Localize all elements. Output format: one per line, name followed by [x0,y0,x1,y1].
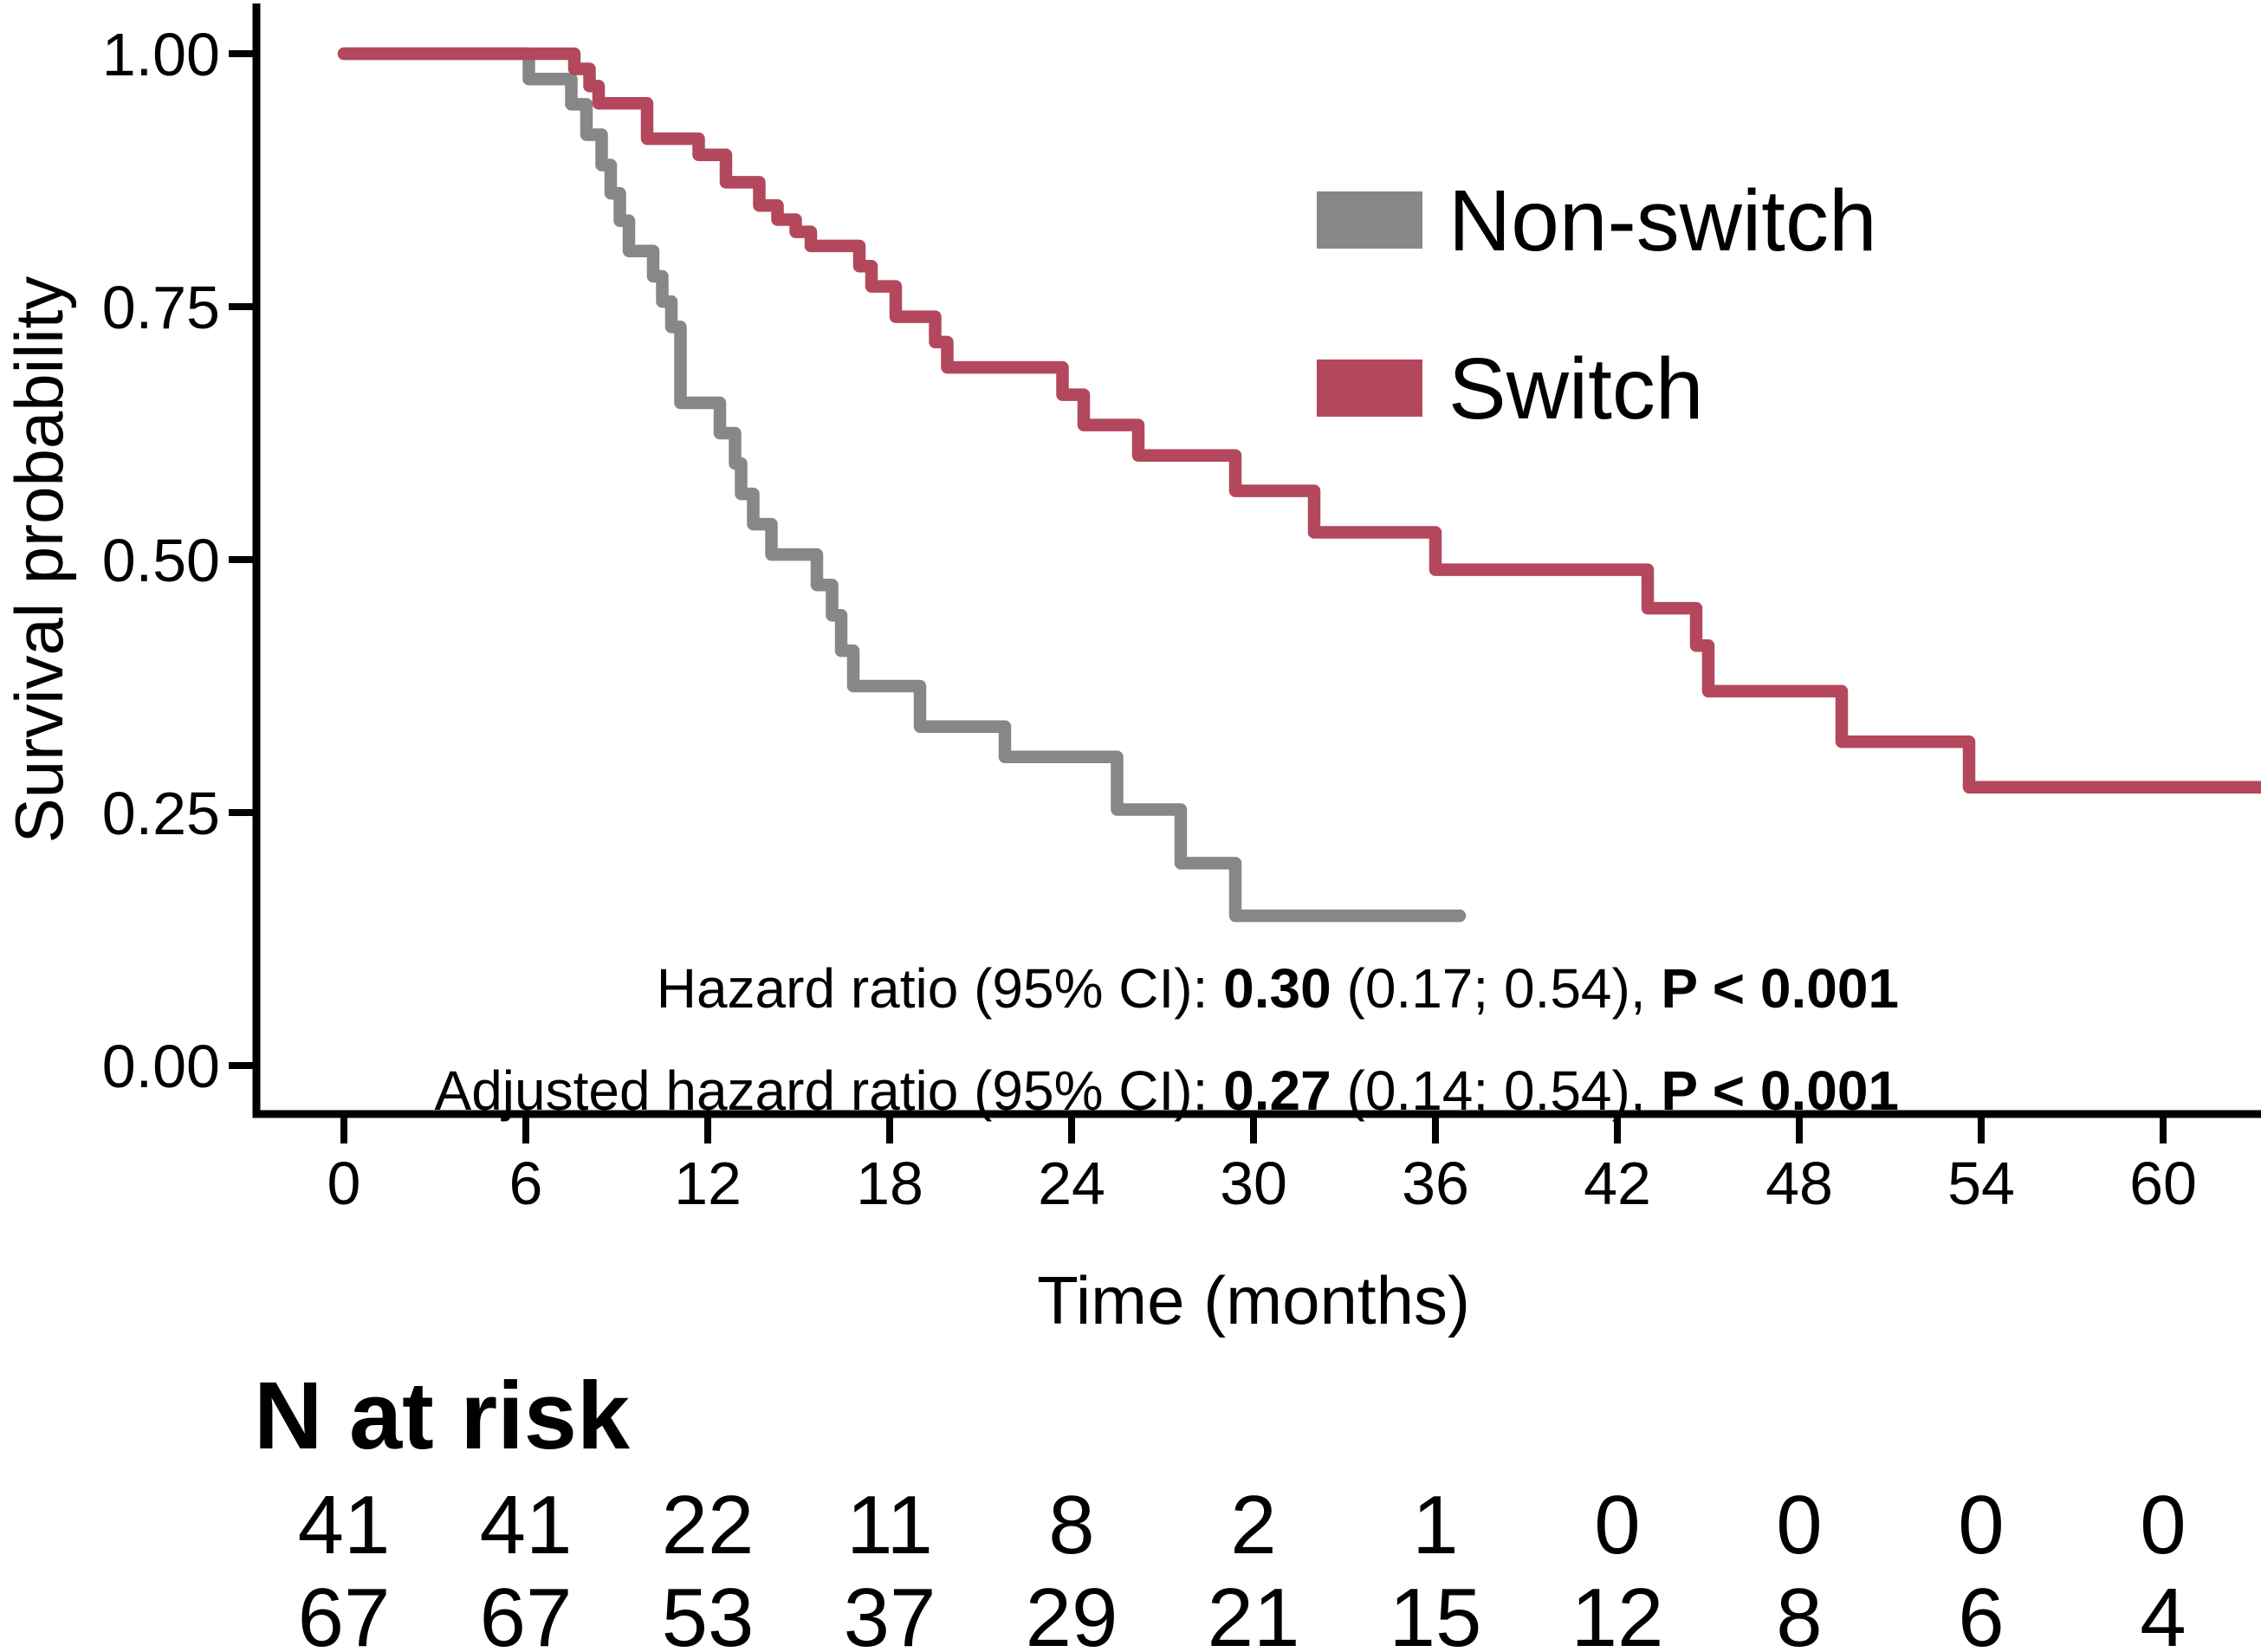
km-curve-switch [337,47,2261,794]
annotation-segment: (0.17; 0.54), [1331,957,1662,1020]
annotation-bold-segment: P < 0.001 [1661,957,1899,1020]
risk-count: 11 [846,1479,933,1571]
risk-count: 2 [1230,1479,1276,1571]
legend-swatch-switch [1317,360,1422,417]
risk-table-rows: 41 41 22 11 8 2 1 0 0 0 067 67 53 37 29 21 15 12 8 6 4 [298,1479,2186,1652]
annotation-bold-segment: 0.30 [1223,957,1331,1020]
x-tick-label: 42 [1584,1150,1651,1217]
x-tick-label: 36 [1402,1150,1469,1217]
risk-count: 29 [1026,1571,1118,1652]
risk-count: 67 [298,1571,391,1652]
y-axis-title: Survival probability [1,276,77,844]
risk-count: 8 [1776,1571,1822,1652]
risk-count: 22 [662,1479,755,1571]
x-tick-label: 54 [1947,1150,2015,1217]
y-tick-label: 1.00 [102,21,220,88]
y-axis-ticks: 1.00 0.75 0.50 0.25 0.00 [102,21,255,1100]
y-tick-label: 0.00 [102,1033,220,1100]
risk-count: 8 [1048,1479,1094,1571]
km-curve-non-switch [337,47,1467,923]
legend-swatch-non-switch [1317,191,1422,249]
annotation-bold-segment: P < 0.001 [1661,1059,1899,1122]
x-tick-label: 12 [674,1150,742,1217]
legend-label-non-switch: Non-switch [1448,172,1877,269]
x-tick-label: 24 [1038,1150,1105,1217]
risk-row-non-switch: 41 41 22 11 8 2 1 0 0 0 0 [298,1479,2186,1571]
y-tick-label: 0.50 [102,527,220,594]
risk-count: 41 [298,1479,391,1571]
annotation-bold-segment: 0.27 [1223,1059,1331,1122]
risk-count: 0 [1776,1479,1822,1571]
x-tick-label: 18 [856,1150,923,1217]
risk-count: 0 [1594,1479,1640,1571]
x-tick-label: 48 [1765,1150,1833,1217]
risk-count: 15 [1390,1571,1482,1652]
annotations: Hazard ratio (95% CI): 0.30 (0.17; 0.54)… [435,957,1900,1122]
adjusted-hazard-ratio-annotation: Adjusted hazard ratio (95% CI): 0.27 (0.… [435,1059,1900,1122]
annotation-segment: Hazard ratio (95% CI): [657,957,1223,1020]
risk-count: 53 [662,1571,755,1652]
x-axis-title: Time (months) [1037,1262,1470,1338]
x-tick-label: 0 [327,1150,361,1217]
risk-count: 6 [1958,1571,2004,1652]
x-tick-label: 6 [509,1150,543,1217]
x-tick-label: 30 [1220,1150,1287,1217]
risk-count: 0 [2140,1479,2186,1571]
risk-count: 0 [1958,1479,2004,1571]
hazard-ratio-annotation: Hazard ratio (95% CI): 0.30 (0.17; 0.54)… [657,957,1899,1020]
risk-count: 37 [844,1571,936,1652]
axes [252,3,2261,1118]
x-axis-ticks: 0 6 12 18 24 30 36 42 48 54 60 [327,1118,2197,1217]
risk-table: N at risk 41 41 22 11 8 2 1 0 0 0 067 67 53 37 29 21 15 1… [254,1363,2186,1652]
legend: Non-switch Switch [1317,172,1877,437]
risk-count: 1 [1412,1479,1458,1571]
y-tick-label: 0.25 [102,780,220,847]
risk-count: 41 [480,1479,573,1571]
annotation-segment: Adjusted hazard ratio (95% CI): [435,1059,1224,1122]
risk-count: 4 [2140,1571,2186,1652]
risk-table-title: N at risk [254,1363,631,1469]
annotation-segment: (0.14; 0.54), [1331,1059,1662,1122]
x-tick-label: 60 [2129,1150,2197,1217]
risk-count: 21 [1208,1571,1300,1652]
risk-count: 12 [1571,1571,1664,1652]
km-curves [337,47,2261,923]
legend-label-switch: Switch [1448,340,1704,437]
risk-row-switch: 67 67 53 37 29 21 15 12 8 6 4 [298,1571,2186,1652]
y-tick-label: 0.75 [102,274,220,341]
risk-count: 67 [480,1571,573,1652]
